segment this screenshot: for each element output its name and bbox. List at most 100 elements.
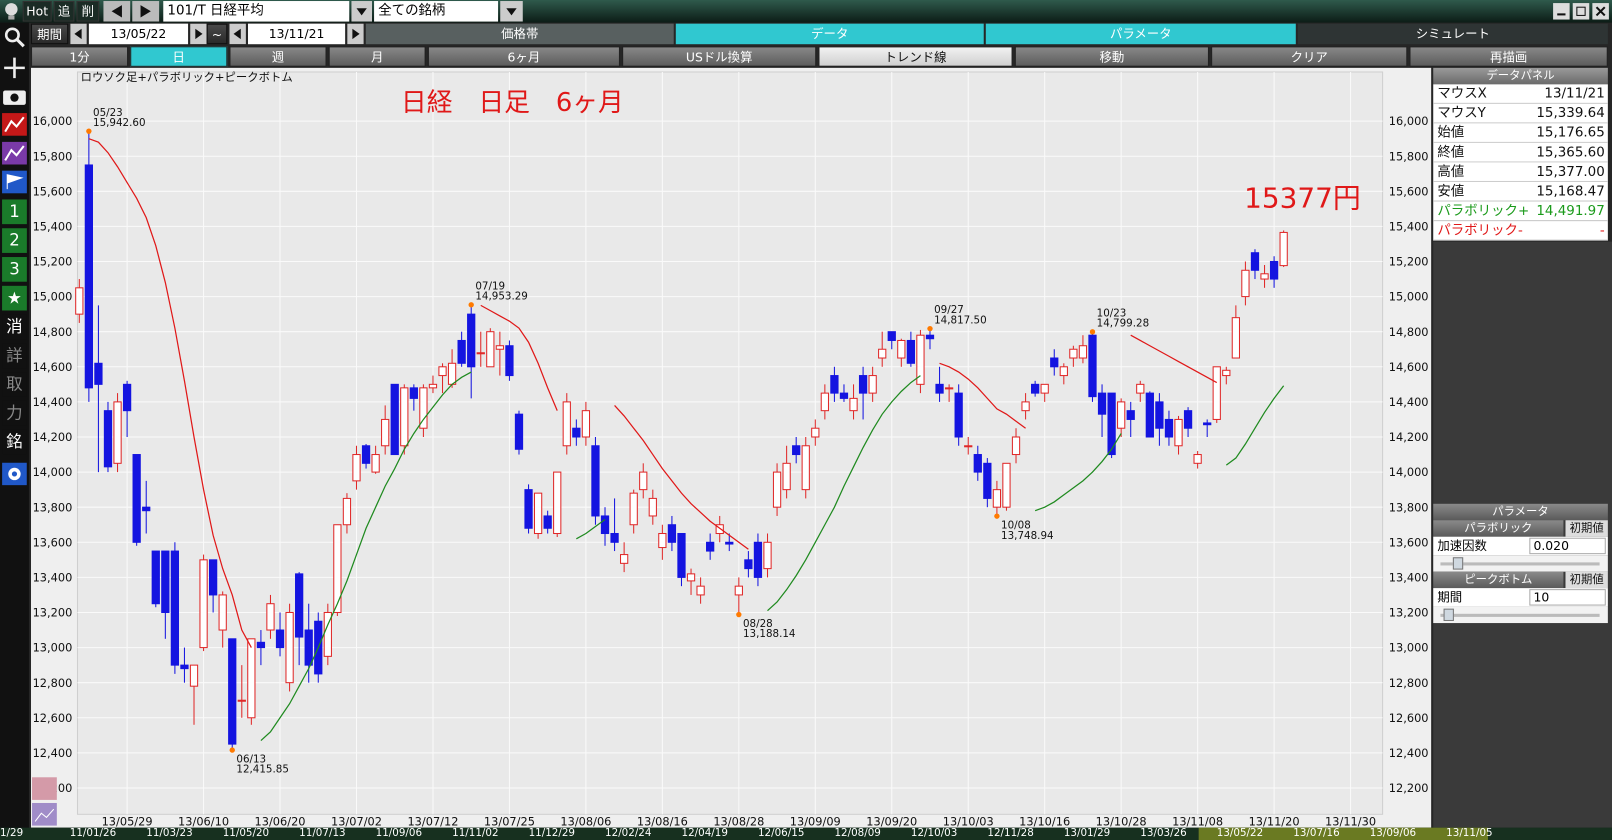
- side-tool[interactable]: 力: [2, 400, 27, 426]
- toolbar-button[interactable]: 日: [130, 46, 228, 67]
- panel-header: データパネル: [1433, 67, 1608, 85]
- candle-body: [715, 524, 724, 535]
- window-controls[interactable]: [1552, 2, 1610, 21]
- candle-body: [467, 313, 476, 368]
- chart-mini-icons[interactable]: [31, 776, 58, 827]
- reset-button[interactable]: 初期値: [1565, 520, 1608, 537]
- symbol-input[interactable]: 101/T 日経平均: [163, 1, 350, 22]
- tab[interactable]: パラメータ: [985, 23, 1296, 45]
- candle-body: [533, 492, 543, 535]
- toolbar-button[interactable]: 移動: [1014, 46, 1209, 67]
- from-date[interactable]: 13/05/22: [88, 23, 189, 45]
- toolbar-button[interactable]: 再描画: [1409, 46, 1608, 67]
- candle-body: [1117, 401, 1126, 429]
- candle-body: [486, 331, 495, 368]
- toolbar-button[interactable]: USドル換算: [622, 46, 817, 67]
- candle-body: [1031, 383, 1040, 394]
- candle-body: [572, 427, 581, 438]
- tab[interactable]: 価格帯: [365, 23, 674, 45]
- candle-body: [295, 573, 304, 638]
- toolbar-button[interactable]: 1分: [30, 46, 129, 67]
- side-tool[interactable]: 銘: [2, 429, 27, 455]
- candle-body: [342, 497, 352, 526]
- side-tool[interactable]: ★: [2, 285, 27, 311]
- candle-body: [161, 550, 170, 613]
- list-dropdown[interactable]: [500, 1, 523, 22]
- candle-body: [1164, 418, 1174, 438]
- candle-body: [1260, 273, 1269, 280]
- date-arrow[interactable]: [70, 23, 87, 45]
- param-slider-thumb[interactable]: [1452, 557, 1464, 570]
- to-date[interactable]: 13/11/21: [247, 23, 346, 45]
- candle-body: [562, 401, 571, 447]
- candle-body: [686, 573, 696, 582]
- reset-button[interactable]: 初期値: [1565, 571, 1608, 589]
- annotation: 日経 日足 6ヶ月: [401, 88, 624, 118]
- y2-tick-label: 15,000: [1389, 290, 1429, 304]
- sar-line: [767, 375, 921, 612]
- date-arrow[interactable]: [347, 23, 364, 45]
- toolbar-button[interactable]: トレンド線: [818, 46, 1013, 67]
- param-row: [1433, 536, 1608, 556]
- panel-row: [1433, 221, 1608, 241]
- y-tick-label: 14,000: [33, 465, 73, 479]
- candle-body: [820, 392, 829, 412]
- candle-body: [505, 345, 514, 377]
- tab[interactable]: シミュレート: [1297, 23, 1608, 45]
- x-tick-label: 13/06/10: [178, 815, 229, 829]
- tab[interactable]: データ: [675, 23, 984, 45]
- candle-body: [256, 641, 266, 649]
- list-select[interactable]: 全ての銘柄: [374, 1, 499, 22]
- hot-button[interactable]: Hot: [22, 1, 52, 22]
- toolbar-button[interactable]: 6ヶ月: [427, 46, 620, 67]
- param-value[interactable]: 10: [1529, 589, 1606, 606]
- chart-title: ロウソク足+パラボリック+ピークボトム: [81, 70, 293, 84]
- add-button[interactable]: 追: [53, 1, 75, 22]
- sar-line: [480, 304, 558, 411]
- toolbar-button[interactable]: 月: [328, 46, 426, 67]
- panel-label: 安値: [1437, 184, 1465, 200]
- overview-range[interactable]: [1198, 827, 1488, 840]
- y-tick-label: 15,600: [33, 184, 73, 198]
- peak-date: 06/13: [236, 753, 266, 765]
- peak-marker: [927, 325, 933, 332]
- candle-body: [1241, 269, 1250, 298]
- y2-tick-label: 14,000: [1389, 465, 1429, 479]
- param-slider-thumb[interactable]: [1443, 608, 1454, 622]
- y2-tick-label: 13,200: [1389, 606, 1429, 620]
- candle-body: [610, 532, 619, 543]
- side-tool[interactable]: 消: [2, 314, 27, 340]
- overview-label: 13/11/05: [1446, 827, 1493, 839]
- side-tool[interactable]: 取: [2, 372, 27, 397]
- date-arrow[interactable]: [190, 23, 207, 45]
- toolbar-button[interactable]: クリア: [1211, 46, 1408, 67]
- panel-row: [1433, 103, 1608, 124]
- candle-body: [725, 541, 734, 545]
- side-tool[interactable]: 3: [2, 257, 27, 282]
- candle-body: [801, 445, 810, 491]
- y-tick-label: 12,400: [33, 746, 73, 760]
- y2-tick-label: 16,000: [1389, 114, 1429, 128]
- nav-arrows[interactable]: [103, 1, 161, 22]
- candle-body: [84, 164, 93, 389]
- candle-body: [677, 532, 686, 578]
- delete-button[interactable]: 削: [76, 1, 100, 22]
- candle-body: [619, 554, 629, 564]
- candle-body: [782, 462, 791, 491]
- side-icons[interactable]: [0, 23, 29, 198]
- side-tool[interactable]: 2: [2, 228, 27, 253]
- panel-label: パラボリック+: [1437, 203, 1530, 219]
- side-tool[interactable]: 1: [2, 199, 27, 225]
- candle-body: [600, 515, 610, 535]
- panel-value: 15,339.64: [1536, 105, 1605, 122]
- candle-body: [94, 362, 103, 385]
- settings-icon[interactable]: [2, 462, 27, 486]
- panel-row: [1433, 201, 1608, 222]
- side-tool[interactable]: 詳: [2, 343, 27, 369]
- param-value[interactable]: 0.020: [1529, 537, 1606, 555]
- candle-body: [208, 559, 218, 596]
- candle-body: [591, 445, 600, 517]
- toolbar-button[interactable]: 週: [229, 46, 327, 67]
- date-arrow[interactable]: [229, 23, 246, 45]
- symbol-dropdown[interactable]: [351, 1, 372, 22]
